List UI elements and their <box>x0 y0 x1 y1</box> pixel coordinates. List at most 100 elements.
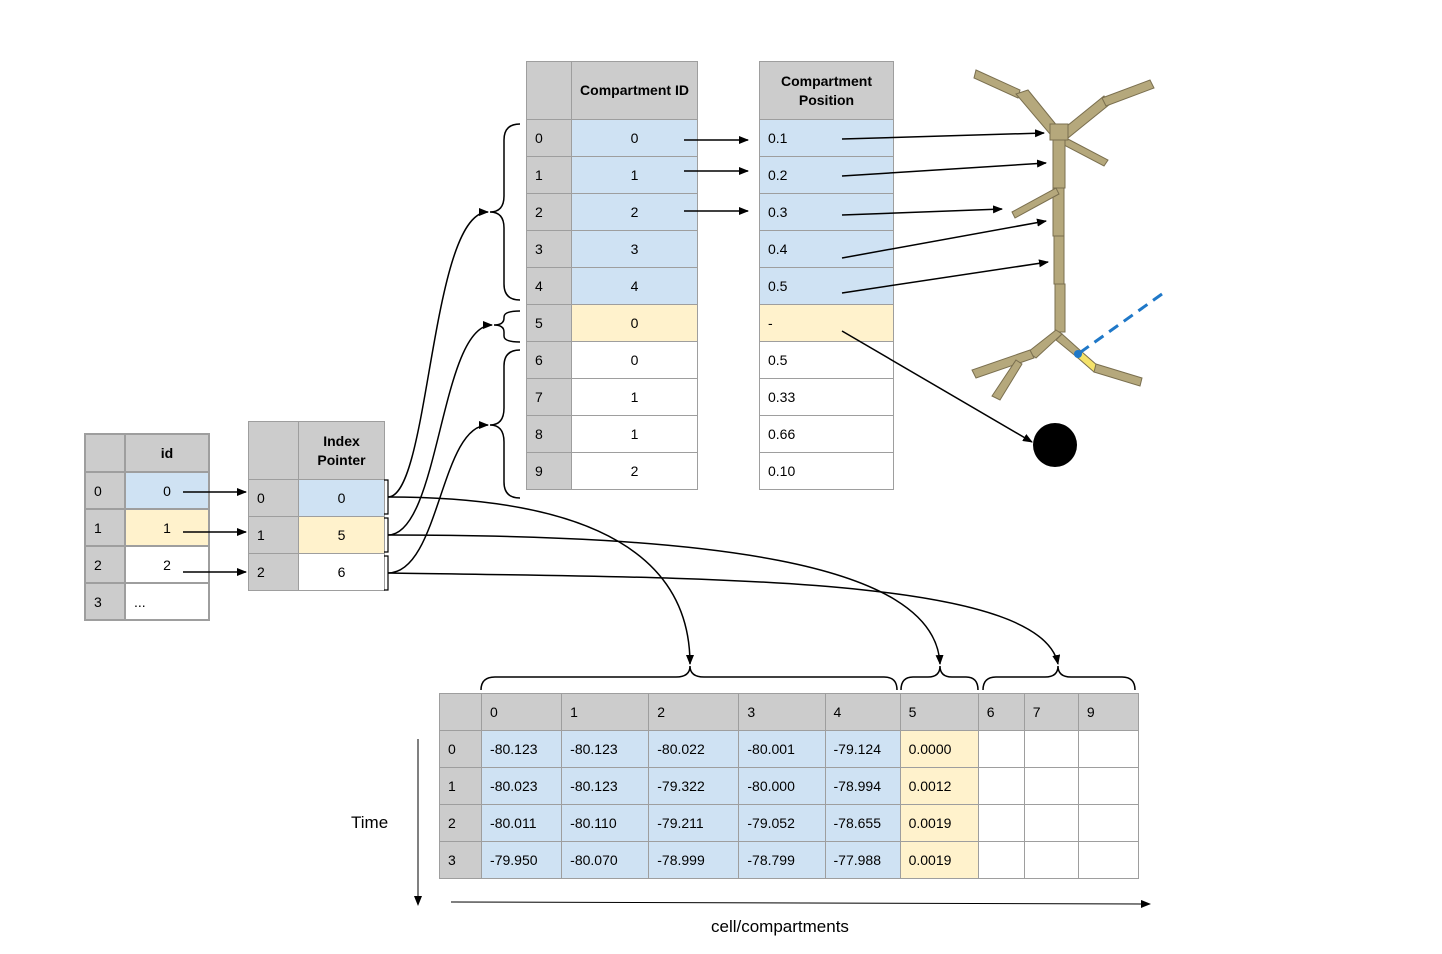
compartments-axis-label: cell/compartments <box>711 917 849 936</box>
voltage-cell: -78.799 <box>738 841 826 879</box>
voltage-cell: -79.211 <box>648 804 740 842</box>
voltage-cell <box>1077 804 1140 842</box>
table-row: 1 -80.023 -80.123 -79.322 -80.000 -78.99… <box>438 767 1140 805</box>
compartment-position-cell: 0.2 <box>759 156 894 194</box>
compartment-position-cell: 0.10 <box>759 452 894 490</box>
compartment-id-cell: 2 <box>571 452 698 490</box>
voltage-cell <box>977 804 1025 842</box>
compartment-id-cell: 0 <box>571 341 698 379</box>
id-to-position-arrows <box>684 136 749 215</box>
voltage-cell <box>1023 730 1079 768</box>
axis-arrows <box>414 739 1151 908</box>
compartment-braces <box>489 123 521 499</box>
table-row: 2 -80.011 -80.110 -79.211 -79.052 -78.65… <box>438 804 1140 842</box>
table-row: 9 2 0.10 <box>526 452 894 490</box>
index-pointer-cell: 0 <box>298 479 385 517</box>
voltage-cell: 0.0019 <box>899 804 979 842</box>
index-pointer-header: Index Pointer <box>298 421 385 480</box>
column-header: 5 <box>899 693 979 731</box>
column-header: 7 <box>1023 693 1079 731</box>
id-cell: 1 <box>124 508 210 547</box>
voltage-cell: -80.000 <box>738 767 826 805</box>
id-to-pointer-arrows <box>183 488 247 576</box>
electrode-tip <box>1074 350 1082 358</box>
column-header: 9 <box>1077 693 1140 731</box>
compartment-position-cell: 0.3 <box>759 193 894 231</box>
neuron-morphology <box>971 69 1155 401</box>
table-row: 4 4 0.5 <box>526 267 894 305</box>
voltage-cell: -79.052 <box>738 804 826 842</box>
column-header: 6 <box>977 693 1025 731</box>
table-row: 3 -79.950 -80.070 -78.999 -78.799 -77.98… <box>438 841 1140 879</box>
column-header: 2 <box>648 693 740 731</box>
voltage-cell: -80.110 <box>561 804 650 842</box>
table-row: 1 1 0.2 <box>526 156 894 194</box>
voltage-cell <box>977 730 1025 768</box>
voltage-cell: -80.070 <box>561 841 650 879</box>
compartment-id-cell: 4 <box>571 267 698 305</box>
soma-point <box>1033 423 1077 467</box>
table-row: 7 1 0.33 <box>526 378 894 416</box>
voltage-cell: -80.123 <box>561 767 650 805</box>
voltage-cell: -79.322 <box>648 767 740 805</box>
index-pointer-cell: 6 <box>298 553 385 591</box>
voltage-cell: -80.123 <box>561 730 650 768</box>
voltage-table: 0 1 2 3 4 5 6 7 9 0 -80.123 -80.123 -80.… <box>438 693 1140 879</box>
voltage-cell: -78.655 <box>824 804 901 842</box>
voltage-cell: -78.999 <box>648 841 740 879</box>
table-row: 3... <box>84 582 210 621</box>
voltage-header-row: 0 1 2 3 4 5 6 7 9 <box>438 693 1140 731</box>
voltage-cell: -80.022 <box>648 730 740 768</box>
electrode <box>1077 292 1163 356</box>
compartment-position-cell: 0.4 <box>759 230 894 268</box>
table-row: 0 0 0.1 <box>526 119 894 157</box>
column-header: 1 <box>561 693 650 731</box>
voltage-cell <box>1077 841 1140 879</box>
voltage-braces <box>480 665 1136 691</box>
voltage-cell <box>1077 730 1140 768</box>
voltage-cell: -80.123 <box>481 730 563 768</box>
id-cell: 0 <box>124 471 210 510</box>
pointer-to-voltage-curves <box>387 496 1061 665</box>
voltage-cell: -79.124 <box>824 730 901 768</box>
column-header: 0 <box>481 693 563 731</box>
compartment-id-cell: 0 <box>571 119 698 157</box>
compartment-position-cell: 0.5 <box>759 267 894 305</box>
pointer-to-compartment-curves <box>387 208 493 574</box>
voltage-cell: -80.001 <box>738 730 826 768</box>
table-row: 3 3 0.4 <box>526 230 894 268</box>
table-row: 0 -80.123 -80.123 -80.022 -80.001 -79.12… <box>438 730 1140 768</box>
position-to-neuron-arrows <box>841 129 1049 443</box>
compartment-id-cell: 1 <box>571 378 698 416</box>
voltage-cell: 0.0019 <box>899 841 979 879</box>
voltage-cell: -77.988 <box>824 841 901 879</box>
compartment-table: Compartment ID Compartment Position 0 0 0.… <box>526 61 894 490</box>
id-header: id <box>124 433 210 473</box>
compartment-id-cell: 1 <box>571 156 698 194</box>
voltage-cell: -80.011 <box>481 804 563 842</box>
id-cell: 2 <box>124 545 210 584</box>
id-cell: ... <box>124 582 210 621</box>
column-header: 4 <box>824 693 901 731</box>
voltage-cell <box>1023 767 1079 805</box>
time-axis-label: Time <box>351 813 389 832</box>
voltage-cell <box>1023 841 1079 879</box>
compartment-id-cell: 2 <box>571 193 698 231</box>
compartment-id-cell: 1 <box>571 415 698 453</box>
voltage-cell: -80.023 <box>481 767 563 805</box>
table-row: 2 2 0.3 <box>526 193 894 231</box>
pointer-brackets <box>384 479 389 591</box>
voltage-cell: 0.0012 <box>899 767 979 805</box>
compartment-id-header: Compartment ID <box>571 61 698 120</box>
compartment-position-cell: 0.33 <box>759 378 894 416</box>
column-header: 3 <box>738 693 826 731</box>
compartment-position-cell: - <box>759 304 894 342</box>
